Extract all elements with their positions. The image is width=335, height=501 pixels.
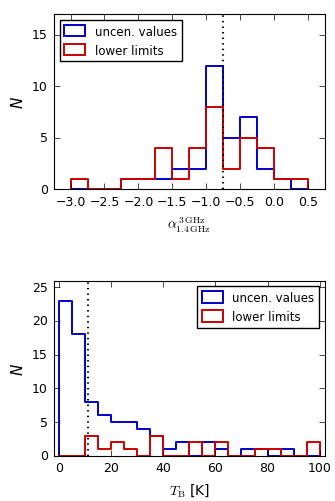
X-axis label: $T_\mathrm{B}$ [K]: $T_\mathrm{B}$ [K] (169, 481, 210, 498)
Legend: uncen. values, lower limits: uncen. values, lower limits (197, 287, 319, 328)
Y-axis label: N: N (10, 363, 25, 374)
Y-axis label: N: N (10, 97, 25, 108)
X-axis label: $\alpha^{\,\mathrm{3\,GHz}}_{\mathrm{1.4\,GHz}}$: $\alpha^{\,\mathrm{3\,GHz}}_{\mathrm{1.4… (168, 215, 211, 234)
Legend: uncen. values, lower limits: uncen. values, lower limits (60, 21, 182, 62)
